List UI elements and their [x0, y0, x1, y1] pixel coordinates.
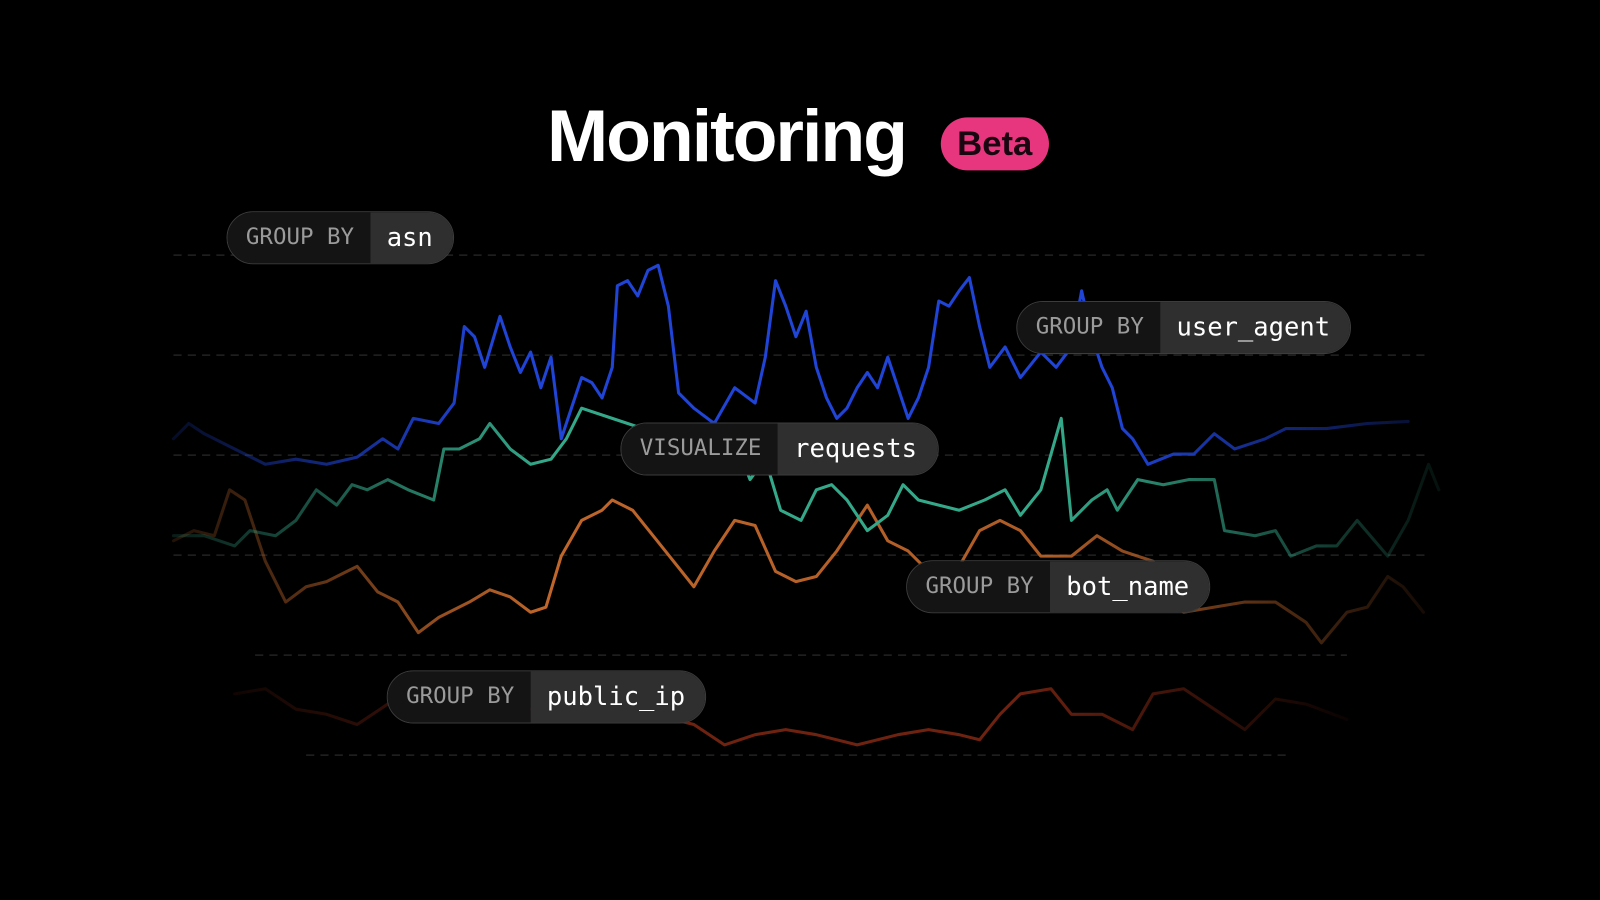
query-pill: GROUP BY asn	[226, 211, 455, 265]
line-green	[171, 406, 1441, 558]
query-pill: GROUP BY user_agent	[1016, 301, 1352, 355]
beta-badge: Beta	[940, 117, 1049, 171]
line-orange	[171, 488, 1425, 645]
pill-value: public_ip	[530, 671, 706, 723]
pill-value: asn	[370, 212, 454, 264]
pill-keyword: VISUALIZE	[621, 423, 778, 475]
pill-value: bot_name	[1049, 561, 1210, 613]
pill-keyword: GROUP BY	[907, 561, 1050, 613]
pill-keyword: GROUP BY	[227, 212, 371, 264]
grid	[173, 254, 1429, 756]
query-pill: GROUP BY public_ip	[386, 670, 707, 724]
title: Monitoring	[546, 95, 908, 178]
pill-value: requests	[777, 423, 938, 475]
query-pill: VISUALIZE requests	[620, 422, 939, 476]
pill-value: user_agent	[1160, 302, 1351, 354]
query-pill: GROUP BY bot_name	[906, 560, 1211, 614]
pill-keyword: GROUP BY	[387, 671, 531, 723]
pill-keyword: GROUP BY	[1017, 302, 1161, 354]
